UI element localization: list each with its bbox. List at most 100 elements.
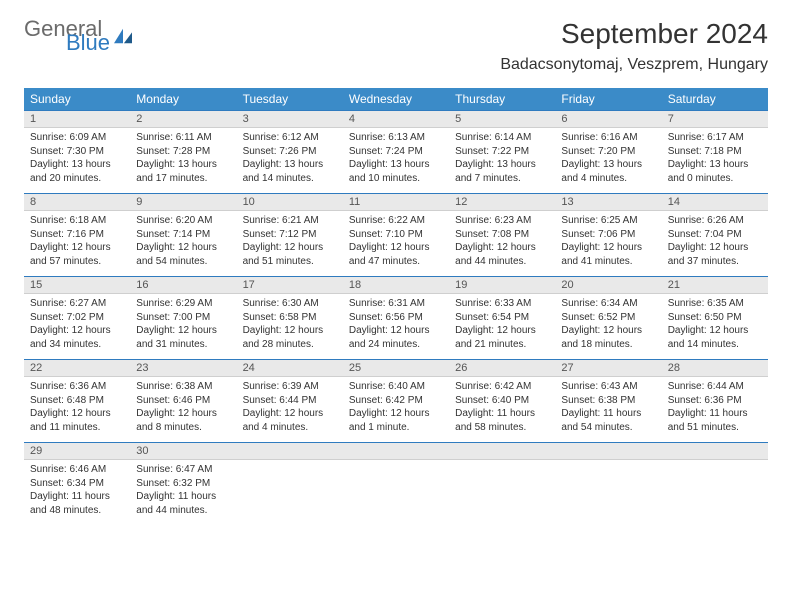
day-cell: Sunrise: 6:09 AMSunset: 7:30 PMDaylight:… bbox=[24, 128, 130, 193]
day-cell bbox=[237, 460, 343, 525]
day-number: 25 bbox=[343, 360, 449, 376]
sunrise-line: Sunrise: 6:36 AM bbox=[30, 380, 124, 394]
day-number bbox=[449, 443, 555, 459]
sunset-line: Sunset: 7:20 PM bbox=[561, 145, 655, 159]
week-row: Sunrise: 6:09 AMSunset: 7:30 PMDaylight:… bbox=[24, 128, 768, 193]
sunrise-line: Sunrise: 6:44 AM bbox=[668, 380, 762, 394]
day-number: 10 bbox=[237, 194, 343, 210]
day-cell: Sunrise: 6:20 AMSunset: 7:14 PMDaylight:… bbox=[130, 211, 236, 276]
day-header: Friday bbox=[555, 88, 661, 110]
day-number: 3 bbox=[237, 111, 343, 127]
sunset-line: Sunset: 7:22 PM bbox=[455, 145, 549, 159]
week-row: Sunrise: 6:27 AMSunset: 7:02 PMDaylight:… bbox=[24, 294, 768, 359]
sunset-line: Sunset: 7:28 PM bbox=[136, 145, 230, 159]
sunrise-line: Sunrise: 6:40 AM bbox=[349, 380, 443, 394]
daylight-line: Daylight: 12 hours and 51 minutes. bbox=[243, 241, 337, 268]
sunrise-line: Sunrise: 6:46 AM bbox=[30, 463, 124, 477]
day-header: Monday bbox=[130, 88, 236, 110]
sunset-line: Sunset: 6:54 PM bbox=[455, 311, 549, 325]
daylight-line: Daylight: 12 hours and 21 minutes. bbox=[455, 324, 549, 351]
sunset-line: Sunset: 6:40 PM bbox=[455, 394, 549, 408]
daynum-row: 891011121314 bbox=[24, 193, 768, 211]
day-number: 23 bbox=[130, 360, 236, 376]
day-cell: Sunrise: 6:13 AMSunset: 7:24 PMDaylight:… bbox=[343, 128, 449, 193]
day-number: 17 bbox=[237, 277, 343, 293]
day-number: 13 bbox=[555, 194, 661, 210]
logo-sail-icon bbox=[112, 27, 134, 45]
day-number bbox=[555, 443, 661, 459]
sunset-line: Sunset: 7:30 PM bbox=[30, 145, 124, 159]
week-row: Sunrise: 6:36 AMSunset: 6:48 PMDaylight:… bbox=[24, 377, 768, 442]
day-cell: Sunrise: 6:21 AMSunset: 7:12 PMDaylight:… bbox=[237, 211, 343, 276]
day-cell: Sunrise: 6:27 AMSunset: 7:02 PMDaylight:… bbox=[24, 294, 130, 359]
daylight-line: Daylight: 12 hours and 34 minutes. bbox=[30, 324, 124, 351]
daylight-line: Daylight: 12 hours and 14 minutes. bbox=[668, 324, 762, 351]
sunset-line: Sunset: 7:26 PM bbox=[243, 145, 337, 159]
day-cell: Sunrise: 6:26 AMSunset: 7:04 PMDaylight:… bbox=[662, 211, 768, 276]
daylight-line: Daylight: 12 hours and 37 minutes. bbox=[668, 241, 762, 268]
daynum-row: 22232425262728 bbox=[24, 359, 768, 377]
daylight-line: Daylight: 11 hours and 54 minutes. bbox=[561, 407, 655, 434]
daylight-line: Daylight: 12 hours and 1 minute. bbox=[349, 407, 443, 434]
day-number: 26 bbox=[449, 360, 555, 376]
day-number: 30 bbox=[130, 443, 236, 459]
day-cell: Sunrise: 6:30 AMSunset: 6:58 PMDaylight:… bbox=[237, 294, 343, 359]
day-number: 28 bbox=[662, 360, 768, 376]
sunrise-line: Sunrise: 6:20 AM bbox=[136, 214, 230, 228]
day-number bbox=[343, 443, 449, 459]
sunset-line: Sunset: 6:46 PM bbox=[136, 394, 230, 408]
sunrise-line: Sunrise: 6:12 AM bbox=[243, 131, 337, 145]
daylight-line: Daylight: 11 hours and 48 minutes. bbox=[30, 490, 124, 517]
daylight-line: Daylight: 12 hours and 24 minutes. bbox=[349, 324, 443, 351]
sunrise-line: Sunrise: 6:17 AM bbox=[668, 131, 762, 145]
daylight-line: Daylight: 12 hours and 28 minutes. bbox=[243, 324, 337, 351]
day-cell: Sunrise: 6:34 AMSunset: 6:52 PMDaylight:… bbox=[555, 294, 661, 359]
title-block: September 2024 Badacsonytomaj, Veszprem,… bbox=[500, 18, 768, 74]
sunset-line: Sunset: 7:14 PM bbox=[136, 228, 230, 242]
sunrise-line: Sunrise: 6:43 AM bbox=[561, 380, 655, 394]
daylight-line: Daylight: 13 hours and 14 minutes. bbox=[243, 158, 337, 185]
sunset-line: Sunset: 7:08 PM bbox=[455, 228, 549, 242]
day-cell: Sunrise: 6:11 AMSunset: 7:28 PMDaylight:… bbox=[130, 128, 236, 193]
day-number: 14 bbox=[662, 194, 768, 210]
sunrise-line: Sunrise: 6:11 AM bbox=[136, 131, 230, 145]
day-number bbox=[662, 443, 768, 459]
logo-text-blue: Blue bbox=[66, 32, 110, 54]
day-number: 6 bbox=[555, 111, 661, 127]
sunset-line: Sunset: 6:56 PM bbox=[349, 311, 443, 325]
calendar: SundayMondayTuesdayWednesdayThursdayFrid… bbox=[24, 88, 768, 525]
sunrise-line: Sunrise: 6:33 AM bbox=[455, 297, 549, 311]
day-number: 27 bbox=[555, 360, 661, 376]
day-cell: Sunrise: 6:17 AMSunset: 7:18 PMDaylight:… bbox=[662, 128, 768, 193]
sunrise-line: Sunrise: 6:47 AM bbox=[136, 463, 230, 477]
week-row: Sunrise: 6:18 AMSunset: 7:16 PMDaylight:… bbox=[24, 211, 768, 276]
sunset-line: Sunset: 6:34 PM bbox=[30, 477, 124, 491]
sunset-line: Sunset: 6:38 PM bbox=[561, 394, 655, 408]
sunrise-line: Sunrise: 6:29 AM bbox=[136, 297, 230, 311]
sunrise-line: Sunrise: 6:21 AM bbox=[243, 214, 337, 228]
daylight-line: Daylight: 12 hours and 11 minutes. bbox=[30, 407, 124, 434]
day-number: 9 bbox=[130, 194, 236, 210]
day-cell: Sunrise: 6:47 AMSunset: 6:32 PMDaylight:… bbox=[130, 460, 236, 525]
week-row: Sunrise: 6:46 AMSunset: 6:34 PMDaylight:… bbox=[24, 460, 768, 525]
day-number: 1 bbox=[24, 111, 130, 127]
daynum-row: 1234567 bbox=[24, 110, 768, 128]
sunset-line: Sunset: 6:44 PM bbox=[243, 394, 337, 408]
sunrise-line: Sunrise: 6:35 AM bbox=[668, 297, 762, 311]
day-cell bbox=[343, 460, 449, 525]
day-cell: Sunrise: 6:42 AMSunset: 6:40 PMDaylight:… bbox=[449, 377, 555, 442]
day-number: 7 bbox=[662, 111, 768, 127]
day-number: 20 bbox=[555, 277, 661, 293]
day-cell: Sunrise: 6:33 AMSunset: 6:54 PMDaylight:… bbox=[449, 294, 555, 359]
sunrise-line: Sunrise: 6:38 AM bbox=[136, 380, 230, 394]
day-number: 22 bbox=[24, 360, 130, 376]
daylight-line: Daylight: 13 hours and 7 minutes. bbox=[455, 158, 549, 185]
day-cell: Sunrise: 6:25 AMSunset: 7:06 PMDaylight:… bbox=[555, 211, 661, 276]
day-number: 5 bbox=[449, 111, 555, 127]
day-cell: Sunrise: 6:35 AMSunset: 6:50 PMDaylight:… bbox=[662, 294, 768, 359]
sunrise-line: Sunrise: 6:13 AM bbox=[349, 131, 443, 145]
daylight-line: Daylight: 12 hours and 57 minutes. bbox=[30, 241, 124, 268]
day-number: 29 bbox=[24, 443, 130, 459]
sunrise-line: Sunrise: 6:34 AM bbox=[561, 297, 655, 311]
day-number: 24 bbox=[237, 360, 343, 376]
